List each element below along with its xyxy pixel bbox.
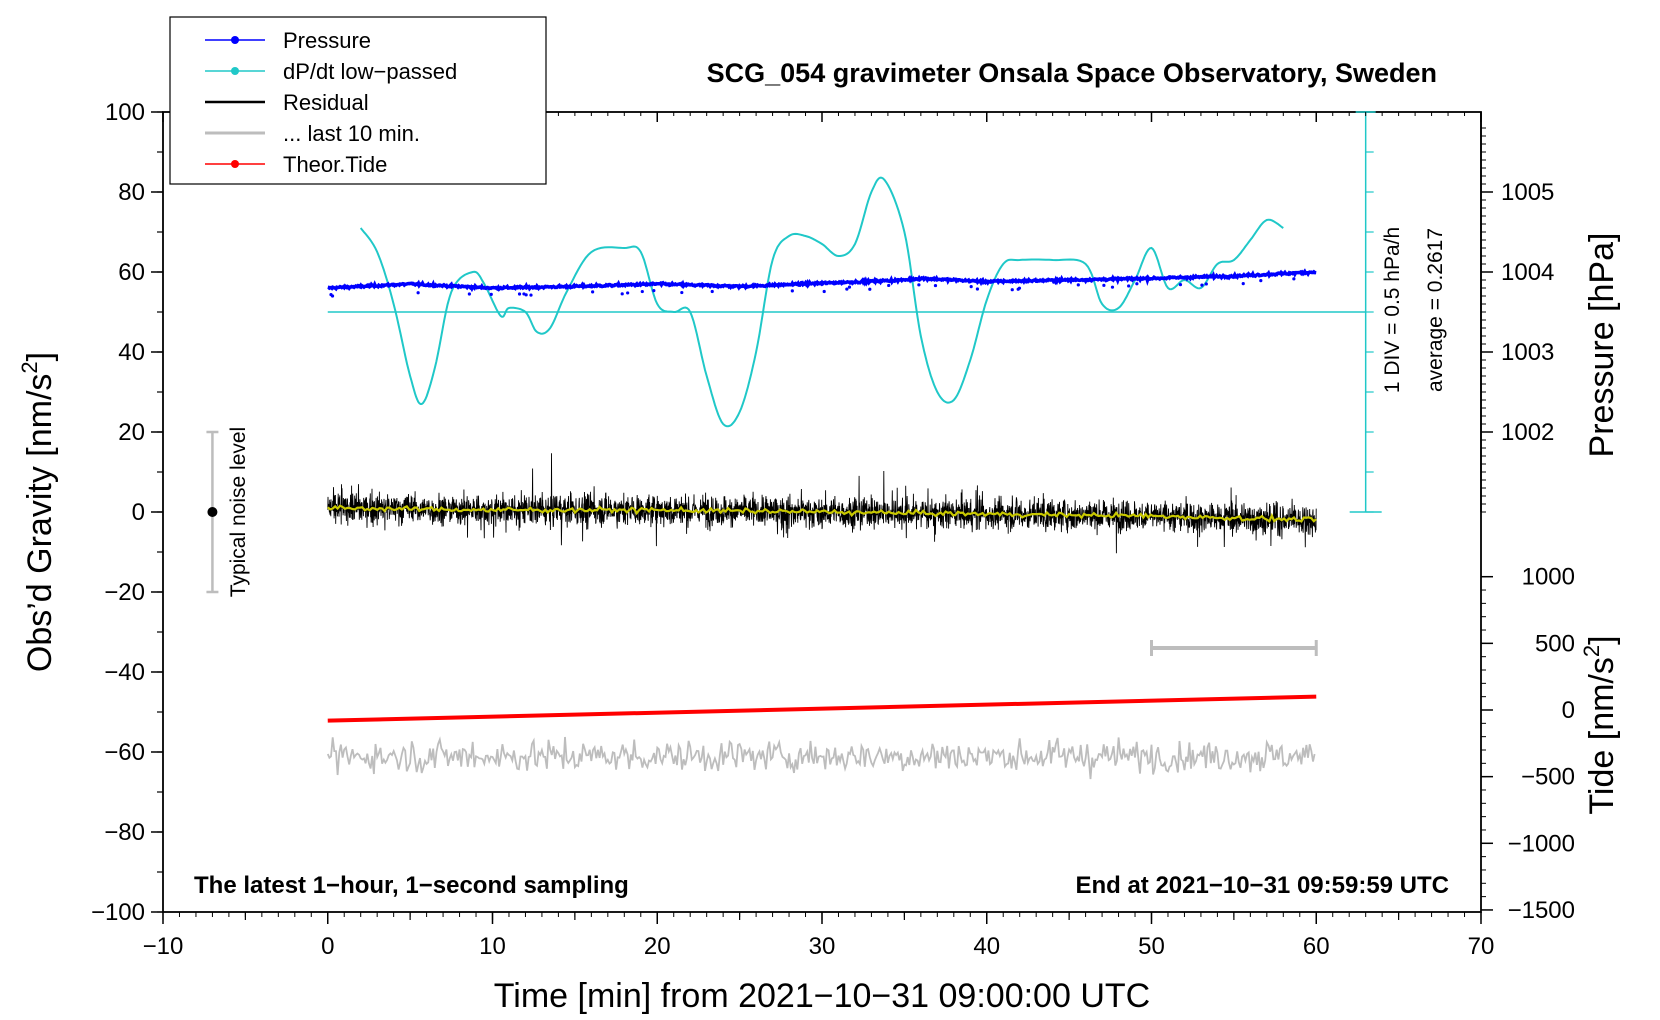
pressure-point	[917, 283, 921, 287]
tide-tick-label: 0	[1562, 697, 1575, 724]
chart-title: SCG_054 gravimeter Onsala Space Observat…	[707, 58, 1437, 88]
pressure-point	[1135, 282, 1139, 286]
pressure-point	[626, 291, 630, 295]
x-tick-label: 10	[479, 933, 506, 960]
residual-line	[327, 453, 1317, 554]
legend-label: Theor.Tide	[283, 152, 387, 177]
legend-label: Pressure	[283, 28, 371, 53]
y-axis-title-tide: Tide [nm/s2]	[1579, 635, 1621, 814]
pressure-tick-label: 1004	[1501, 259, 1554, 286]
pressure-point	[1127, 284, 1131, 288]
pressure-point	[1200, 283, 1204, 287]
plot-area	[206, 111, 1382, 780]
legend-label: ... last 10 min.	[283, 121, 420, 146]
pressure-point	[969, 284, 973, 289]
scale-label: 1 DIV = 0.5 hPa/h	[1381, 227, 1404, 393]
y-tick-label: 40	[118, 339, 145, 366]
pressure-point	[822, 289, 826, 294]
y-tick-label: −80	[104, 819, 145, 846]
last10-line	[326, 736, 1316, 780]
pressure-point	[529, 293, 533, 297]
y-tick-label: 20	[118, 419, 145, 446]
y-tick-label: −100	[91, 899, 145, 926]
x-tick-label: 40	[973, 933, 1000, 960]
pressure-point	[868, 287, 872, 291]
y-tick-label: 60	[118, 259, 145, 286]
pressure-tick-label: 1005	[1501, 179, 1554, 206]
tide-line	[327, 694, 1317, 723]
pressure-point	[522, 292, 526, 296]
legend-marker	[231, 160, 239, 168]
legend-marker	[231, 67, 239, 75]
pressure-point	[1259, 279, 1263, 283]
pressure-point	[1076, 283, 1080, 287]
x-tick-label: 60	[1303, 933, 1330, 960]
pressure-point	[933, 283, 938, 288]
pressure-point	[591, 290, 595, 294]
y-tick-label: 100	[105, 99, 145, 126]
pressure-point	[489, 292, 493, 296]
pressure-point	[1292, 277, 1296, 281]
residual-smoothed-line	[327, 504, 1317, 523]
tide-tick-label: −1000	[1508, 830, 1575, 857]
pressure-tick-label: 1002	[1501, 419, 1554, 446]
pressure-point	[1204, 282, 1208, 286]
pressure-point	[710, 289, 714, 294]
tide-tick-label: 500	[1535, 630, 1575, 657]
y-tick-label: −60	[104, 739, 145, 766]
pressure-point	[1010, 288, 1014, 292]
pressure-point	[845, 287, 849, 291]
legend: Pressure dP/dt low−passed Residual ... last…	[169, 16, 547, 185]
x-tick-label: 20	[644, 933, 671, 960]
legend-marker	[231, 36, 239, 44]
tide-tick-label: −500	[1521, 764, 1575, 791]
pressure-point	[416, 291, 420, 295]
pressure-point	[640, 289, 644, 294]
x-axis-title: Time [min] from 2021−10−31 09:00:00 UTC	[494, 977, 1150, 1015]
x-tick-label: 0	[321, 933, 334, 960]
pressure-point	[1017, 286, 1022, 290]
pressure-line	[327, 268, 1317, 293]
pressure-point	[1102, 283, 1106, 287]
pressure-point	[790, 289, 794, 293]
tide-tick-label: −1500	[1508, 897, 1575, 924]
pressure-tick-label: 1003	[1501, 339, 1554, 366]
noise-label: Typical noise level	[227, 427, 250, 597]
legend-label: Residual	[283, 90, 369, 115]
pressure-point	[652, 288, 656, 293]
pressure-point	[975, 287, 980, 291]
legend-box	[169, 16, 547, 185]
annotation-left: The latest 1−hour, 1−second sampling	[194, 872, 629, 899]
pressure-point	[620, 292, 624, 296]
axes: −10 0 10 20 30 40 50 60 70100806040200−20−40−60−…	[91, 99, 1575, 960]
x-tick-label: 30	[809, 933, 836, 960]
y-tick-label: 0	[132, 499, 145, 526]
noise-bar-center	[207, 507, 218, 517]
x-tick-label: 70	[1468, 933, 1495, 960]
pressure-point	[1178, 283, 1183, 287]
pressure-point	[1241, 281, 1245, 286]
pressure-point	[467, 292, 471, 296]
annotation-right: End at 2021−10−31 09:59:59 UTC	[1075, 872, 1449, 899]
y-axis-title-pressure: Pressure [hPa]	[1583, 233, 1621, 458]
y-axis-title-left: Obs’d Gravity [nm/s2]	[17, 352, 59, 672]
x-tick-label: 50	[1138, 933, 1165, 960]
dpdt-line	[359, 176, 1284, 428]
pressure-point	[887, 283, 891, 288]
tide-tick-label: 1000	[1522, 564, 1575, 591]
y-tick-label: −40	[104, 659, 145, 686]
pressure-point	[847, 285, 852, 289]
legend-label: dP/dt low−passed	[283, 59, 457, 84]
average-label: average = 0.2617	[1424, 228, 1447, 392]
y-tick-label: 80	[118, 179, 145, 206]
x-tick-label: −10	[143, 933, 184, 960]
pressure-point	[1110, 285, 1115, 289]
y-tick-label: −20	[104, 579, 145, 606]
pressure-point	[517, 292, 522, 296]
pressure-point	[680, 290, 684, 295]
pressure-point	[330, 294, 335, 298]
